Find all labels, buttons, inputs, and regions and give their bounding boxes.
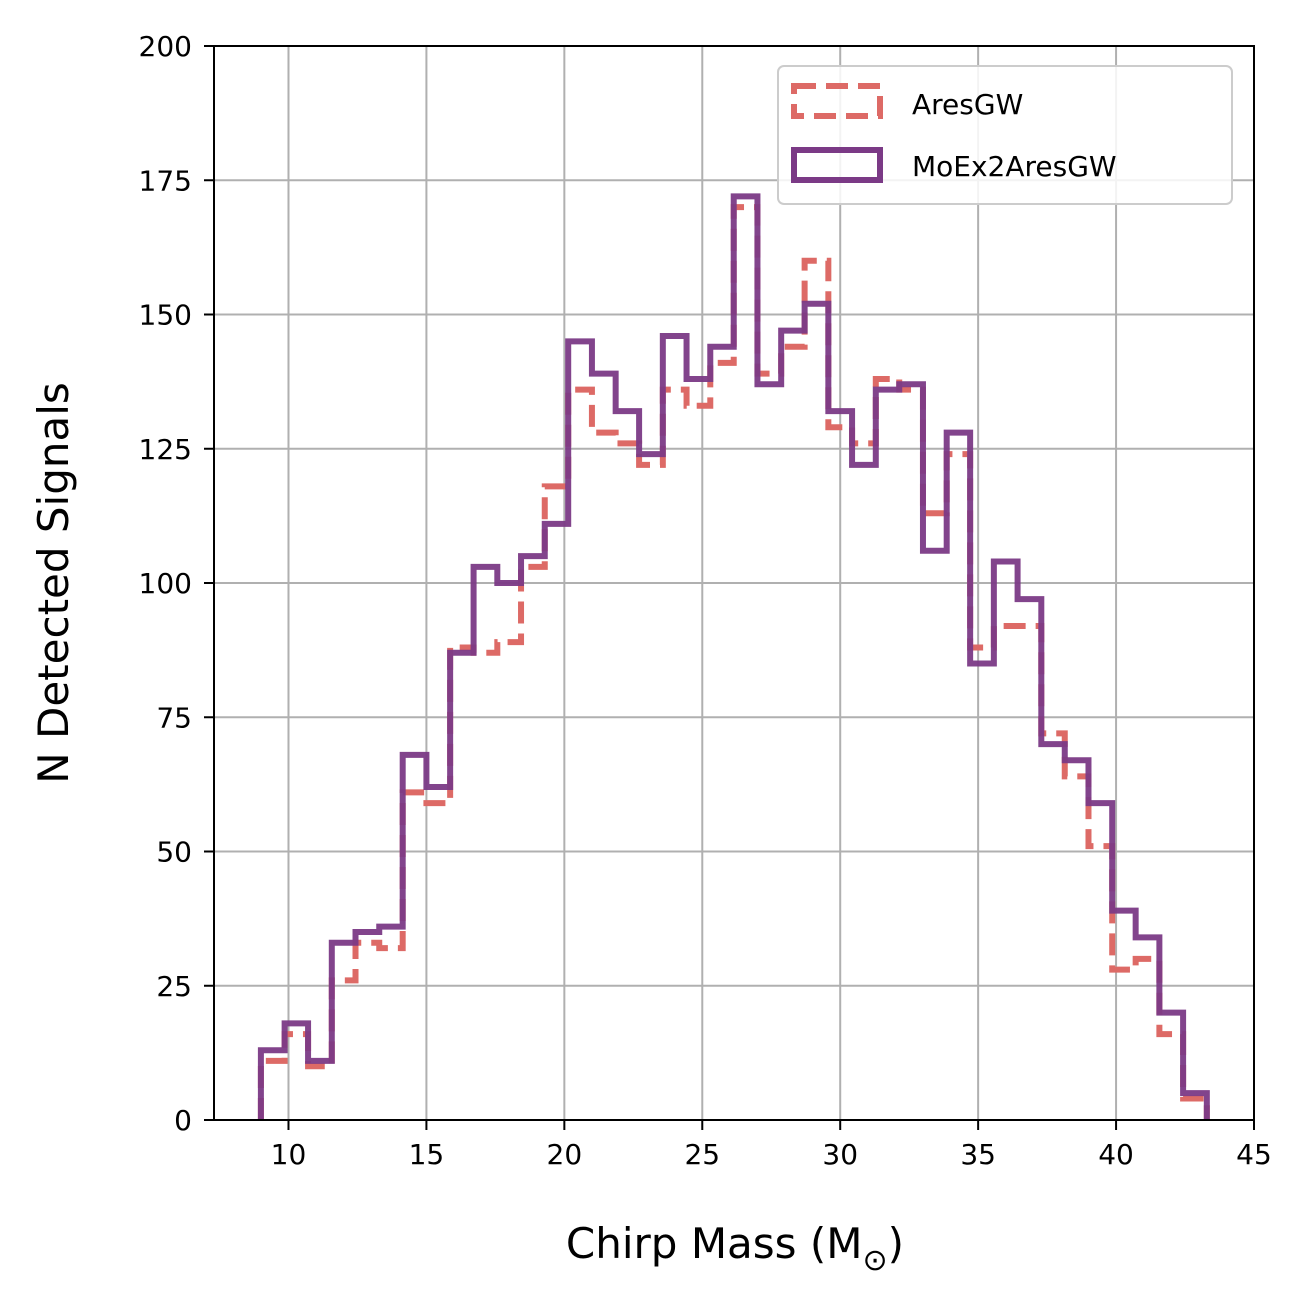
y-tick-label: 0 bbox=[174, 1104, 192, 1137]
y-tick-label: 150 bbox=[139, 299, 192, 332]
y-tick-label: 125 bbox=[139, 433, 192, 466]
y-axis-title: N Detected Signals bbox=[29, 382, 78, 784]
y-tick-label: 100 bbox=[139, 567, 192, 600]
x-axis-title-main: Chirp Mass (M bbox=[566, 1219, 863, 1268]
series-aresgw-step-line bbox=[257, 204, 1210, 1120]
legend-frame bbox=[777, 65, 1233, 205]
x-tick-label: 15 bbox=[409, 1138, 445, 1171]
legend-swatch-moex2aresgw bbox=[791, 147, 883, 183]
x-tick-label: 30 bbox=[822, 1138, 858, 1171]
x-axis-title-suffix: ) bbox=[888, 1219, 904, 1268]
series-moex2aresgw-step-line bbox=[257, 193, 1210, 1120]
x-tick-label: 25 bbox=[684, 1138, 720, 1171]
y-tick-label: 200 bbox=[139, 30, 192, 63]
legend-label-moex2aresgw: MoEx2AresGW bbox=[912, 150, 1117, 183]
series-layer bbox=[257, 193, 1210, 1120]
x-tick-label: 40 bbox=[1098, 1138, 1134, 1171]
y-tick-label: 50 bbox=[156, 836, 192, 869]
y-tick-label: 25 bbox=[156, 970, 192, 1003]
y-tick-label: 175 bbox=[139, 164, 192, 197]
x-tick-label: 10 bbox=[271, 1138, 307, 1171]
legend-label-aresgw: AresGW bbox=[912, 88, 1023, 121]
x-tick-label: 20 bbox=[547, 1138, 583, 1171]
axis-ticks: 10 15 20 25 30 35 40 45 0 25 50 75 100 125 150 175 200 bbox=[139, 30, 1272, 1171]
legend: AresGW MoEx2AresGW bbox=[777, 65, 1233, 205]
legend-swatch-aresgw bbox=[791, 83, 883, 119]
x-tick-label: 45 bbox=[1236, 1138, 1272, 1171]
y-tick-label: 75 bbox=[156, 701, 192, 734]
sun-symbol: ⊙ bbox=[863, 1243, 888, 1278]
x-axis-title: Chirp Mass (M⊙) bbox=[566, 1219, 904, 1278]
x-tick-label: 35 bbox=[960, 1138, 996, 1171]
